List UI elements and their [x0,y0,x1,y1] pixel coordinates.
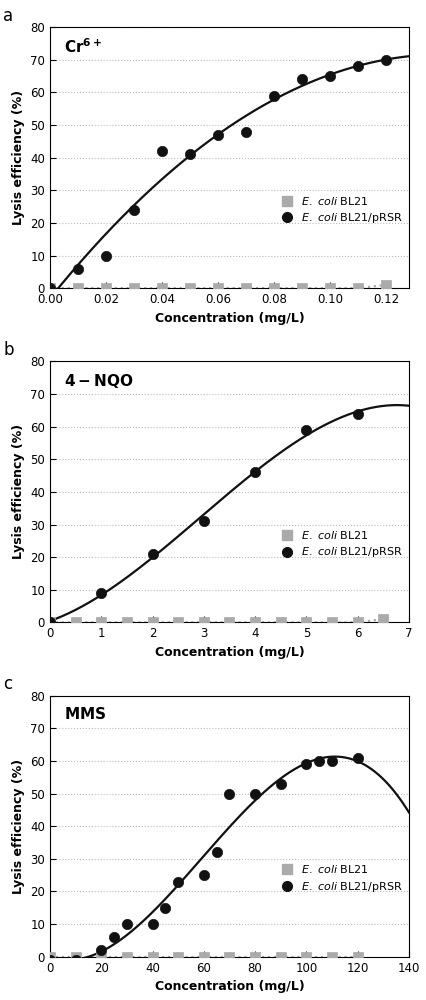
Point [382,277,389,293]
Point [326,68,333,84]
Point [174,949,181,965]
Point [302,949,309,965]
Y-axis label: Lysis efficiency (%): Lysis efficiency (%) [12,424,25,559]
X-axis label: Concentration (mg/L): Concentration (mg/L) [154,312,304,325]
Point [200,614,207,630]
Text: $\bf{Cr^{6+}}$: $\bf{Cr^{6+}}$ [64,38,102,56]
Point [242,280,249,296]
Text: a: a [3,7,13,25]
Legend: $\it{E.\ coli}$ BL21, $\it{E.\ coli}$ BL21/pRSR: $\it{E.\ coli}$ BL21, $\it{E.\ coli}$ BL… [275,863,403,894]
Point [46,614,53,630]
Point [186,280,193,296]
Point [276,949,283,965]
Point [46,949,53,965]
Point [379,611,386,627]
Point [354,58,361,74]
Point [110,929,117,945]
Point [46,614,53,630]
Point [200,513,207,529]
Point [298,71,305,87]
Point [72,614,79,630]
Point [102,248,109,264]
Point [315,753,322,769]
Point [270,280,277,296]
Legend: $\it{E.\ coli}$ BL21, $\it{E.\ coli}$ BL21/pRSR: $\it{E.\ coli}$ BL21, $\it{E.\ coli}$ BL… [275,195,403,225]
Point [158,280,165,296]
Point [353,614,360,630]
Point [326,280,333,296]
Point [130,280,137,296]
Text: b: b [3,341,14,359]
Point [130,202,137,218]
Point [214,127,221,143]
Point [123,916,130,932]
Point [98,585,104,601]
Text: $\bf{4-NQO}$: $\bf{4-NQO}$ [64,372,133,390]
Text: $\bf{MMS}$: $\bf{MMS}$ [64,706,106,722]
Point [354,280,361,296]
Point [214,280,221,296]
Point [149,949,155,965]
Y-axis label: Lysis efficiency (%): Lysis efficiency (%) [12,90,25,225]
Point [302,756,309,772]
Point [98,949,104,965]
Point [353,406,360,422]
Point [123,949,130,965]
Point [186,146,193,162]
Point [98,942,104,958]
Point [213,844,219,860]
Point [98,614,104,630]
Point [158,143,165,159]
Point [353,949,360,965]
Point [276,776,283,792]
Point [353,750,360,766]
Point [270,88,277,104]
Point [46,280,53,296]
Point [174,614,181,630]
Point [276,614,283,630]
Point [251,464,258,480]
Y-axis label: Lysis efficiency (%): Lysis efficiency (%) [12,759,25,894]
Point [72,952,79,968]
Point [328,614,334,630]
Text: c: c [3,675,12,693]
Point [102,280,109,296]
Point [200,949,207,965]
Point [251,949,258,965]
Point [251,786,258,802]
X-axis label: Concentration (mg/L): Concentration (mg/L) [154,980,304,993]
Point [161,900,168,916]
Point [75,261,81,277]
Point [149,614,155,630]
Point [225,786,232,802]
Point [46,280,53,296]
Point [302,422,309,438]
Point [123,614,130,630]
Point [328,949,334,965]
Point [149,916,155,932]
Point [328,753,334,769]
Point [302,614,309,630]
Point [225,614,232,630]
Point [72,949,79,965]
Point [174,874,181,890]
Point [382,52,389,68]
Point [242,124,249,140]
Point [225,949,232,965]
Point [46,952,53,968]
Point [200,867,207,883]
Point [251,614,258,630]
Point [298,280,305,296]
Point [75,280,81,296]
Point [149,546,155,562]
Legend: $\it{E.\ coli}$ BL21, $\it{E.\ coli}$ BL21/pRSR: $\it{E.\ coli}$ BL21, $\it{E.\ coli}$ BL… [275,529,403,559]
X-axis label: Concentration (mg/L): Concentration (mg/L) [154,646,304,659]
